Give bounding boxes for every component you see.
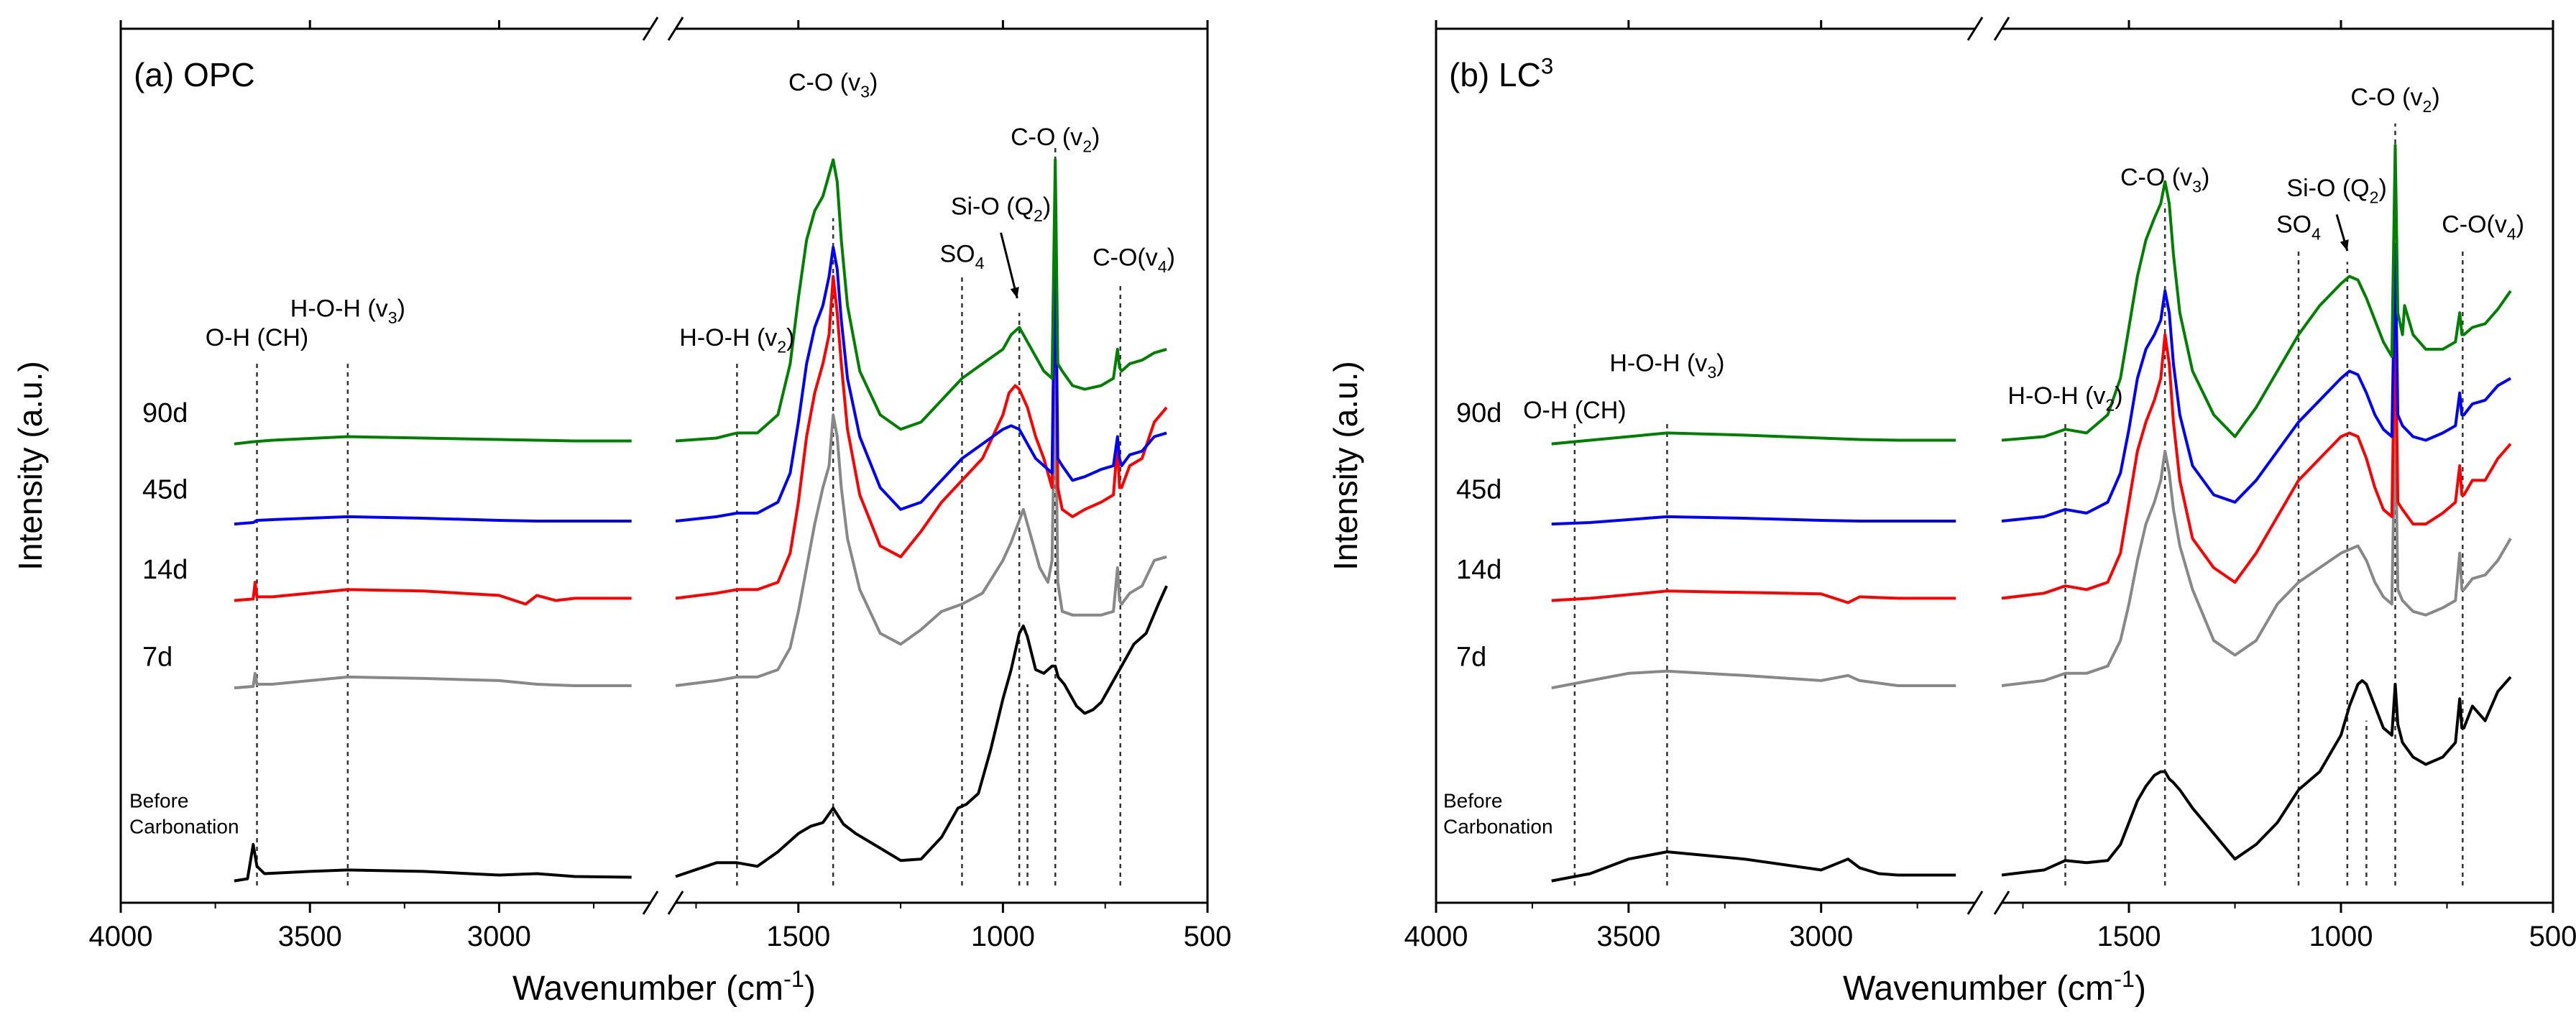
series-line-before-carbonation — [675, 585, 1168, 878]
x-tick-label: 1500 — [2097, 921, 2161, 952]
annotation-arrowhead — [1010, 287, 1019, 298]
series-line-before-carbonation — [2001, 676, 2512, 877]
series-line-45d — [675, 231, 1167, 523]
band-annotation-label: C-O(v4) — [2442, 211, 2524, 244]
band-annotation-label: O-H (CH) — [206, 324, 309, 351]
series-line-7d — [1551, 669, 1956, 690]
series-label: 7d — [142, 643, 172, 673]
series-label: 7d — [1456, 643, 1486, 673]
series-line-14d — [234, 581, 632, 606]
axis-break-mark — [642, 17, 659, 41]
x-axis-label: Wavenumber (cm-1) — [512, 965, 816, 1008]
series-line-90d — [675, 158, 1167, 443]
axis-break-mark — [1993, 17, 2010, 41]
axis-break-mark — [1966, 891, 1984, 915]
band-annotation-label: SO4 — [2276, 211, 2321, 244]
band-annotation-label: H-O-H (v2) — [2007, 382, 2122, 415]
band-annotation-label: H-O-H (v2) — [679, 324, 794, 356]
series-line-14d — [1551, 589, 1956, 604]
series-label-line2: Carbonation — [129, 816, 239, 838]
panel-opc: 4000 3500 3000 1500 1000 500 Before Carbonation… — [12, 17, 1231, 1008]
series-label: Before — [1443, 790, 1503, 812]
x-tick-label: 3500 — [1596, 921, 1660, 952]
band-annotation-label: C-O(v4) — [1092, 244, 1175, 276]
x-tick-label: 500 — [2529, 921, 2576, 952]
series-line-before-carbonation — [234, 842, 632, 883]
y-axis-label: Intensity (a.u.) — [1327, 361, 1364, 570]
band-annotation-label: C-O (v3) — [2120, 164, 2209, 196]
x-tick-label: 500 — [1184, 921, 1232, 952]
x-tick-label: 4000 — [1404, 921, 1468, 952]
x-tick-label: 3000 — [1789, 921, 1853, 952]
panel-lc3: 4000 3500 3000 1500 1000 500 Before Carbonation… — [1327, 17, 2576, 1008]
axis-break-mark — [667, 17, 684, 41]
series-line-90d — [2001, 144, 2512, 442]
series-label: 45d — [142, 475, 188, 505]
series-line-14d — [2001, 311, 2512, 600]
series-label: 45d — [1456, 475, 1501, 505]
axis-break-mark — [1966, 17, 1984, 41]
series-line-45d — [2001, 246, 2511, 523]
band-annotation-label: Si-O (Q2) — [2286, 175, 2386, 207]
band-annotation-label: H-O-H (v3) — [1609, 349, 1724, 382]
series-label: 90d — [142, 398, 188, 428]
x-tick-label: 1000 — [971, 921, 1035, 952]
panel-title: (b) LC3 — [1449, 54, 1553, 93]
x-tick-label: 1000 — [2309, 921, 2373, 952]
series-line-90d — [234, 435, 632, 446]
series-line-45d — [1551, 515, 1956, 526]
series-line-7d — [234, 671, 632, 690]
x-tick-label: 3500 — [278, 921, 342, 952]
series-label: 14d — [1456, 555, 1501, 585]
x-tick-label: 1500 — [766, 921, 830, 952]
axis-break-mark — [642, 891, 659, 915]
axis-break-mark — [667, 891, 684, 915]
series-line-90d — [1551, 431, 1956, 446]
series-line-45d — [234, 515, 632, 526]
series-line-7d — [675, 369, 1167, 687]
series-line-before-carbonation — [1551, 850, 1956, 883]
series-label: Before — [129, 790, 189, 812]
series-line-14d — [675, 231, 1168, 600]
series-label-line2: Carbonation — [1443, 816, 1553, 838]
band-annotation-label: C-O (v2) — [1011, 124, 1100, 156]
annotation-arrow — [1000, 232, 1018, 299]
band-annotation-label: O-H (CH) — [1523, 397, 1627, 424]
band-annotation-label: C-O (v2) — [2350, 83, 2439, 116]
x-tick-label: 3000 — [467, 921, 531, 952]
axis-break-mark — [1993, 891, 2010, 915]
x-axis-label: Wavenumber (cm-1) — [1843, 965, 2146, 1008]
panel-title: (a) OPC — [134, 56, 255, 93]
annotation-arrowhead — [2340, 239, 2349, 252]
series-line-7d — [2001, 413, 2512, 687]
y-axis-label: Intensity (a.u.) — [12, 361, 49, 570]
band-annotation-label: H-O-H (v3) — [290, 295, 405, 327]
band-annotation-label: Si-O (Q2) — [951, 193, 1051, 225]
band-annotation-label: C-O (v3) — [788, 69, 878, 101]
x-tick-label: 4000 — [89, 921, 153, 952]
series-label: 90d — [1456, 398, 1501, 428]
band-annotation-label: SO4 — [939, 240, 984, 272]
series-label: 14d — [142, 555, 188, 585]
